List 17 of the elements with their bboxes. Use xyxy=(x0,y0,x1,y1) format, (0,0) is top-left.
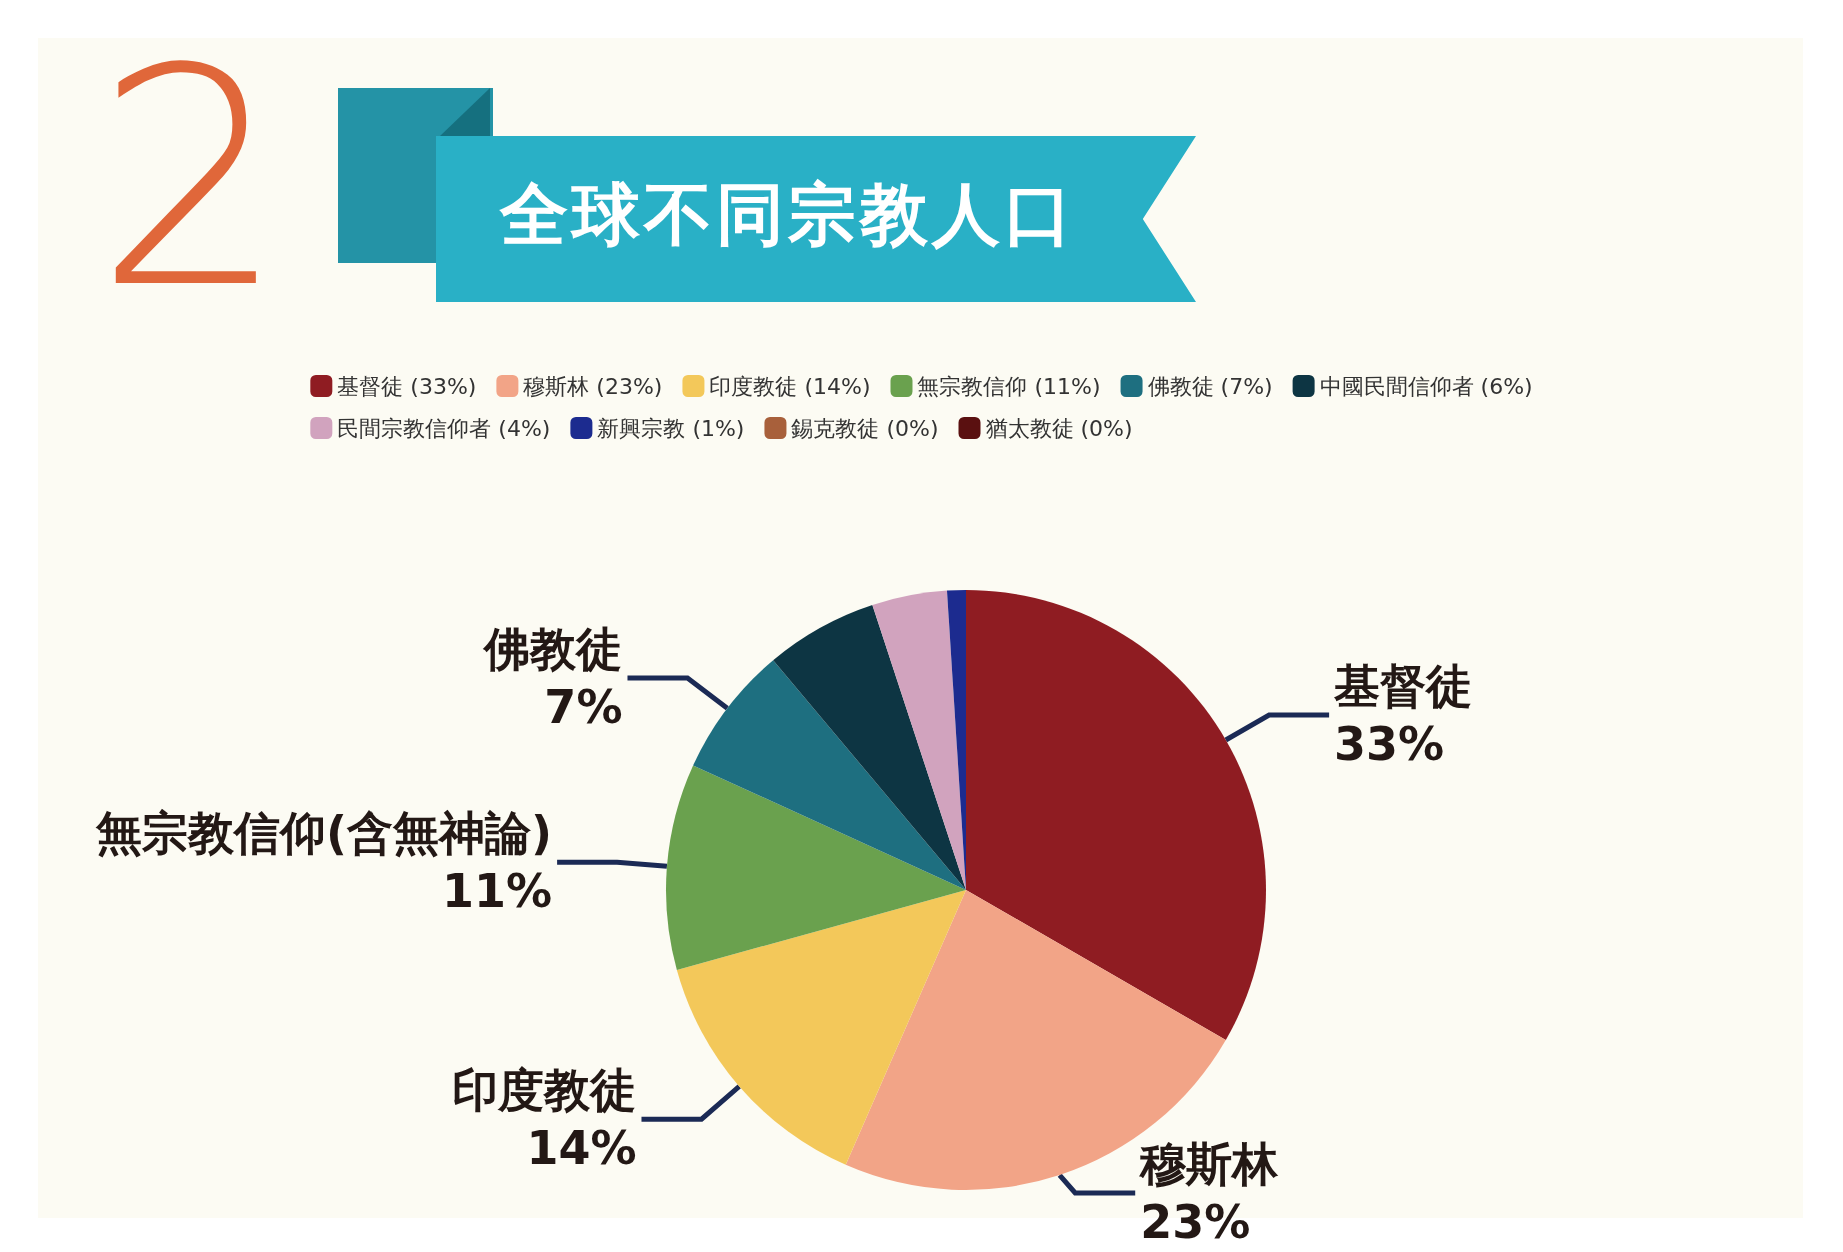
legend-label: 中國民間信仰者 (6%) xyxy=(1319,373,1533,399)
text: 2 xyxy=(95,5,286,354)
data-label: 印度教徒 14% xyxy=(452,1063,637,1176)
legend-label: 民間宗教信仰者 (4%) xyxy=(337,415,551,441)
data-label: 穆斯林 23% xyxy=(1138,1137,1280,1249)
legend-label: 新興宗教 (1%) xyxy=(597,415,745,441)
legend-label: 猶太教徒 (0%) xyxy=(985,415,1133,441)
legend-label: 錫克教徒 (0%) xyxy=(791,415,939,441)
data-label: 佛教徒 7% xyxy=(482,622,623,735)
chart-title: 全球不同宗教人口 xyxy=(500,174,1076,256)
data-label: 無宗教信仰(含無神論) 11% xyxy=(95,806,553,919)
legend-label: 無宗教信仰 (11%) xyxy=(917,373,1101,399)
legend-label: 穆斯林 (23%) xyxy=(523,373,663,399)
legend-label: 印度教徒 (14%) xyxy=(709,373,871,399)
data-label: 基督徒 33% xyxy=(1333,659,1473,771)
legend-label: 基督徒 (33%) xyxy=(337,373,477,399)
legend-label: 佛教徒 (7%) xyxy=(1147,373,1273,399)
